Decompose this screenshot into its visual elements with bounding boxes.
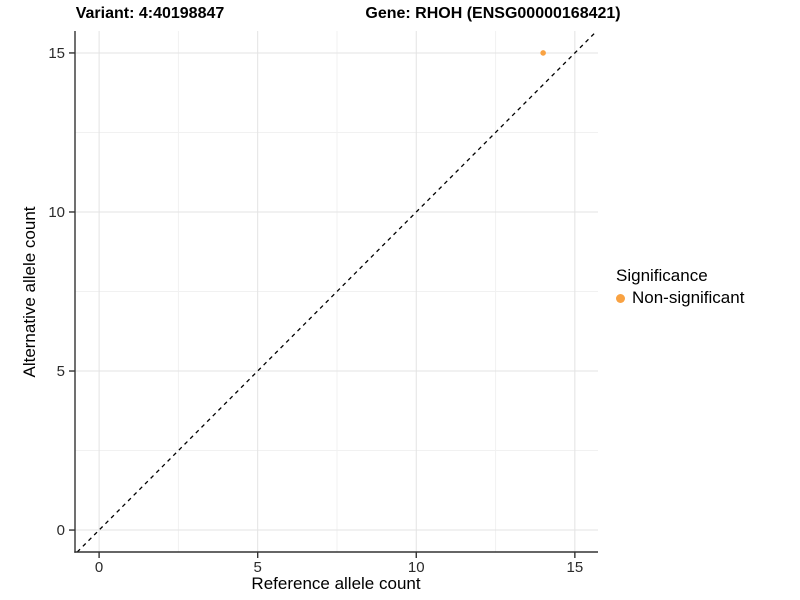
gene-title: Gene: RHOH (ENSG00000168421): [365, 5, 621, 22]
identity-reference-line: [76, 30, 598, 553]
legend-title: Significance: [616, 266, 708, 285]
legend-item-non-significant: Non-significant: [616, 288, 744, 308]
variant-title: Variant: 4:40198847: [75, 5, 225, 22]
x-tick-label: 15: [567, 559, 584, 576]
legend: Significance Non-significant: [616, 266, 744, 308]
x-tick-label: 0: [95, 559, 103, 576]
legend-point-icon: [616, 293, 625, 303]
y-tick-label: 10: [48, 204, 65, 221]
x-axis-title: Reference allele count: [251, 574, 421, 593]
y-tick-label: 0: [57, 522, 65, 539]
x-tick-label: 5: [254, 559, 262, 576]
y-tick-label: 15: [48, 45, 65, 62]
legend-item-label: Non-significant: [632, 288, 745, 307]
y-tick-label: 5: [57, 363, 65, 380]
data-point: [540, 50, 546, 56]
y-axis-title: Alternative allele count: [20, 206, 39, 378]
x-tick-label: 10: [408, 559, 425, 576]
